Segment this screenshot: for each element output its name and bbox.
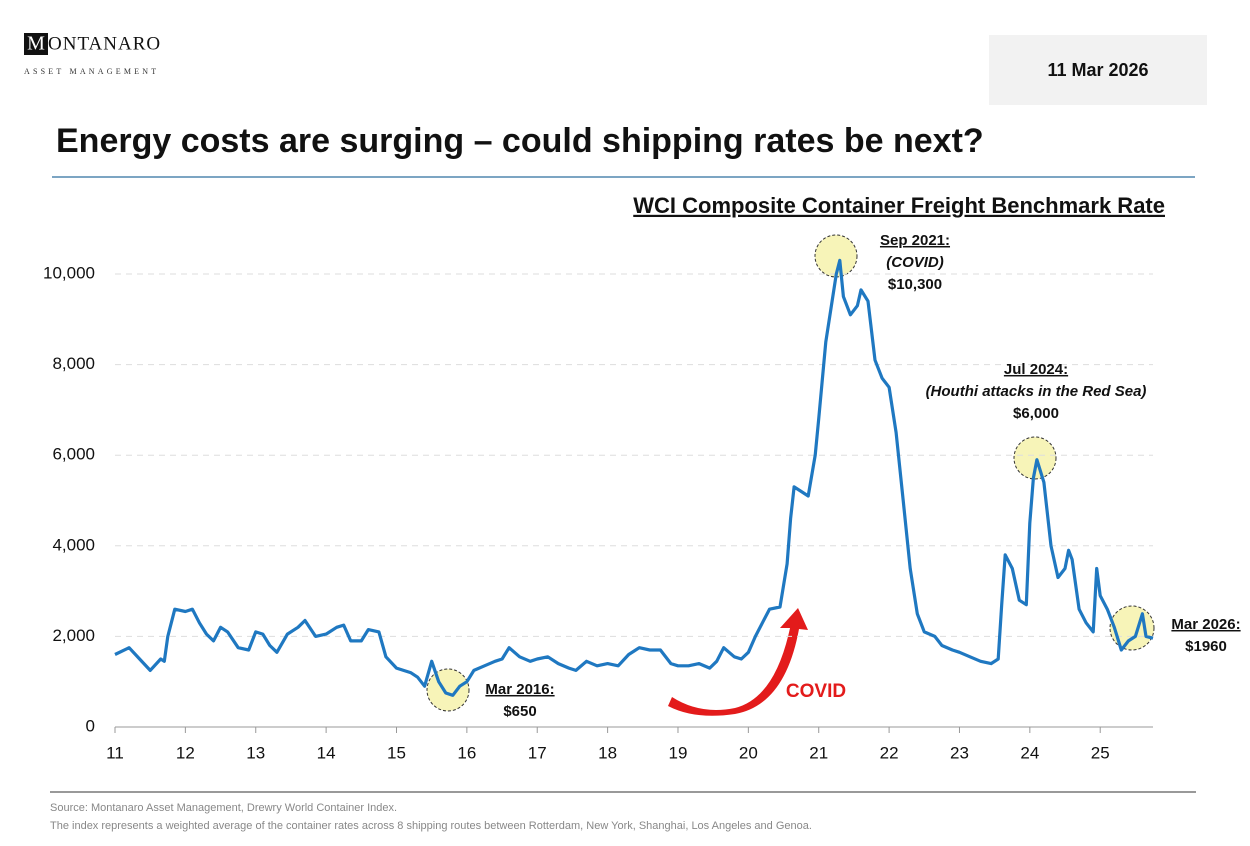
y-tick-label: 4,000 (52, 535, 95, 554)
note: The index represents a weighted average … (50, 820, 812, 832)
x-tick-label: 17 (528, 743, 547, 762)
source: Source: Montanaro Asset Management, Drew… (50, 802, 397, 814)
y-tick-label: 10,000 (43, 263, 95, 282)
x-tick-label: 14 (317, 743, 336, 762)
annotation: $6,000 (1013, 405, 1059, 422)
x-tick-label: 24 (1020, 743, 1039, 762)
logo-box (24, 33, 48, 55)
logo-tagline: ASSET MANAGEMENT (24, 67, 159, 76)
date-box (989, 35, 1207, 105)
y-tick-label: 0 (86, 716, 95, 735)
x-tick-label: 25 (1091, 743, 1110, 762)
x-tick-label: 11 (106, 743, 124, 762)
data-line (114, 258, 1154, 697)
annotation: Mar 2026: (1171, 616, 1240, 633)
logo-text: ONTANARO (48, 33, 161, 54)
annotation: Sep 2021: (880, 232, 950, 249)
x-tick-label: 19 (669, 743, 688, 762)
x-tick-label: 12 (176, 743, 195, 762)
logo-initial: M (27, 33, 45, 55)
x-tick-label: 23 (950, 743, 969, 762)
x-tick-label: 16 (457, 743, 476, 762)
annotation: $650 (503, 703, 536, 720)
x-tick-label: 22 (880, 743, 899, 762)
x-tick-label: 18 (598, 743, 617, 762)
y-tick-label: 6,000 (52, 445, 95, 464)
highlight (426, 668, 470, 712)
annotation: COVID (786, 681, 846, 702)
chart-title: WCI Composite Container Freight Benchmar… (633, 193, 1165, 218)
highlight (1013, 436, 1057, 480)
x-tick-label: 13 (246, 743, 265, 762)
covid-arrow (668, 608, 808, 716)
annotation: Mar 2016: (485, 681, 554, 698)
x-tick-label: 20 (739, 743, 758, 762)
annotation: $10,300 (888, 276, 942, 293)
annotation: Jul 2024: (1004, 361, 1068, 378)
y-tick-label: 8,000 (52, 354, 95, 373)
annotation: (Houthi attacks in the Red Sea) (926, 383, 1147, 400)
highlight (1109, 605, 1155, 651)
slide-title: Energy costs are surging – could shippin… (56, 122, 984, 160)
annotation: (COVID) (886, 254, 944, 271)
y-tick-label: 2,000 (52, 626, 95, 645)
annotation: $1960 (1185, 638, 1227, 655)
x-tick-label: 15 (387, 743, 406, 762)
date: 11 Mar 2026 (1047, 60, 1148, 80)
x-tick-label: 21 (809, 743, 828, 762)
